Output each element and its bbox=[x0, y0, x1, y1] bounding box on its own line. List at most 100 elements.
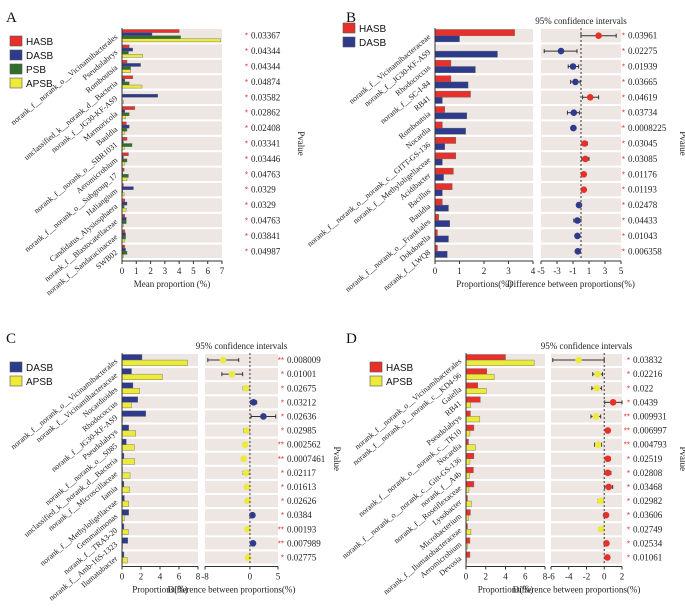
panel-letter: C bbox=[6, 331, 16, 347]
significance-stars: * bbox=[245, 155, 248, 164]
x-tick-label: 8 bbox=[543, 572, 548, 582]
ci-x-tick-label: 5 bbox=[276, 572, 281, 582]
panel-A: AHASBDASBPSBAPSBnorank_f__norank_o__Vici… bbox=[6, 10, 306, 297]
bar-psb bbox=[121, 112, 130, 116]
ci-point-apsb bbox=[243, 483, 251, 491]
pvalue: 0.03832 bbox=[633, 355, 662, 365]
significance-stars: * bbox=[627, 539, 630, 548]
row-background bbox=[466, 495, 545, 508]
ci-point-hasb bbox=[595, 32, 602, 39]
bar-hasb bbox=[465, 424, 475, 431]
ci-point-apsb bbox=[244, 525, 251, 533]
significance-stars: * bbox=[281, 398, 284, 407]
bar-hasb bbox=[465, 551, 471, 558]
row-background bbox=[122, 44, 222, 58]
ci-x-tick-label: -8 bbox=[201, 572, 209, 582]
bar-hasb bbox=[465, 354, 506, 361]
significance-stars: * bbox=[627, 455, 630, 464]
ci-row-background bbox=[551, 495, 622, 508]
bar-hasb bbox=[434, 167, 454, 175]
significance-stars: * bbox=[627, 497, 630, 506]
pvalue: 0.02985 bbox=[287, 426, 317, 436]
significance-stars: * bbox=[627, 553, 630, 562]
row-background bbox=[122, 537, 198, 550]
bar-apsb bbox=[121, 373, 163, 380]
significance-stars: * bbox=[622, 47, 625, 56]
pvalue: 0.01043 bbox=[628, 231, 658, 241]
significance-stars: * bbox=[245, 47, 248, 56]
bar-dasb bbox=[121, 537, 128, 544]
significance-stars: * bbox=[627, 356, 630, 365]
ci-point-hasb bbox=[604, 554, 611, 561]
legend-swatch-dasb bbox=[9, 49, 23, 61]
ci-point-dasb bbox=[570, 124, 577, 132]
row-background bbox=[466, 537, 545, 550]
ci-x-tick-label: 1 bbox=[587, 266, 592, 276]
row-background bbox=[122, 136, 222, 151]
pvalue: 0.03961 bbox=[628, 31, 657, 41]
ci-title: 95% confidence intervals bbox=[196, 341, 288, 351]
bar-hasb bbox=[121, 29, 180, 33]
ci-point-hasb bbox=[580, 171, 588, 178]
x-tick-label: 6 bbox=[177, 572, 182, 582]
bar-apsb bbox=[121, 557, 128, 564]
ci-row-background bbox=[541, 44, 621, 58]
bar-dasb bbox=[121, 93, 158, 98]
ci-x-tick-label: 5 bbox=[619, 266, 624, 276]
ci-point-apsb bbox=[597, 497, 604, 505]
x-axis-label: Proportions(%) bbox=[478, 585, 534, 595]
significance-stars: ** bbox=[278, 441, 284, 450]
bar-apsb bbox=[121, 472, 131, 479]
pvalue: 0.0008225 bbox=[628, 123, 667, 133]
legend-swatch-dasb bbox=[9, 361, 23, 373]
ci-point-dasb bbox=[250, 399, 257, 406]
bar-hasb bbox=[434, 121, 443, 129]
bar-dasb bbox=[434, 235, 449, 243]
pvalue: 0.02519 bbox=[633, 454, 663, 464]
significance-stars: ** bbox=[278, 525, 284, 534]
x-tick-label: 2 bbox=[139, 572, 144, 582]
bar-apsb bbox=[121, 402, 132, 409]
bar-hasb bbox=[434, 29, 515, 36]
row-background bbox=[466, 480, 545, 493]
ci-row-background bbox=[205, 480, 278, 493]
row-background bbox=[466, 466, 545, 479]
row-background bbox=[122, 90, 222, 104]
bar-psb bbox=[121, 174, 129, 178]
ci-point-dasb bbox=[572, 78, 579, 86]
bar-dasb bbox=[121, 368, 132, 375]
ci-x-tick-label: -4 bbox=[565, 572, 573, 582]
legend-label-apsb: APSB bbox=[26, 377, 53, 388]
panel-C: CDASBAPSBnorank_f__norank_o__Vicinamibac… bbox=[6, 331, 342, 603]
row-background bbox=[122, 152, 222, 166]
ci-row-background bbox=[205, 495, 278, 508]
pvalue: 0.02636 bbox=[287, 411, 317, 421]
significance-stars: * bbox=[622, 232, 625, 241]
ci-point-hasb bbox=[604, 455, 612, 463]
significance-stars: * bbox=[245, 217, 248, 226]
bar-psb bbox=[121, 251, 128, 255]
x-tick-label: 0 bbox=[120, 572, 125, 582]
bar-apsb bbox=[121, 115, 126, 120]
bar-hasb bbox=[465, 509, 471, 516]
row-background bbox=[435, 198, 533, 212]
significance-stars: * bbox=[627, 469, 630, 478]
ci-row-background bbox=[551, 551, 622, 564]
bar-hasb bbox=[121, 137, 128, 141]
significance-stars: * bbox=[281, 469, 284, 478]
ci-point-apsb bbox=[241, 441, 249, 448]
ci-row-background bbox=[551, 452, 622, 465]
row-background bbox=[122, 523, 198, 536]
bar-hasb bbox=[434, 106, 446, 113]
ci-row-background bbox=[205, 424, 278, 437]
pvalue: 0.02862 bbox=[251, 108, 280, 118]
bar-apsb bbox=[121, 54, 143, 58]
x-tick-label: 2 bbox=[482, 266, 487, 276]
bar-hasb bbox=[465, 368, 487, 375]
significance-stars: * bbox=[281, 483, 284, 492]
row-background bbox=[122, 229, 222, 243]
bar-apsb bbox=[121, 430, 136, 437]
pvalue: 0.02749 bbox=[633, 524, 663, 534]
pvalue: 0.02408 bbox=[251, 123, 281, 133]
x-tick-label: 4 bbox=[177, 266, 182, 276]
